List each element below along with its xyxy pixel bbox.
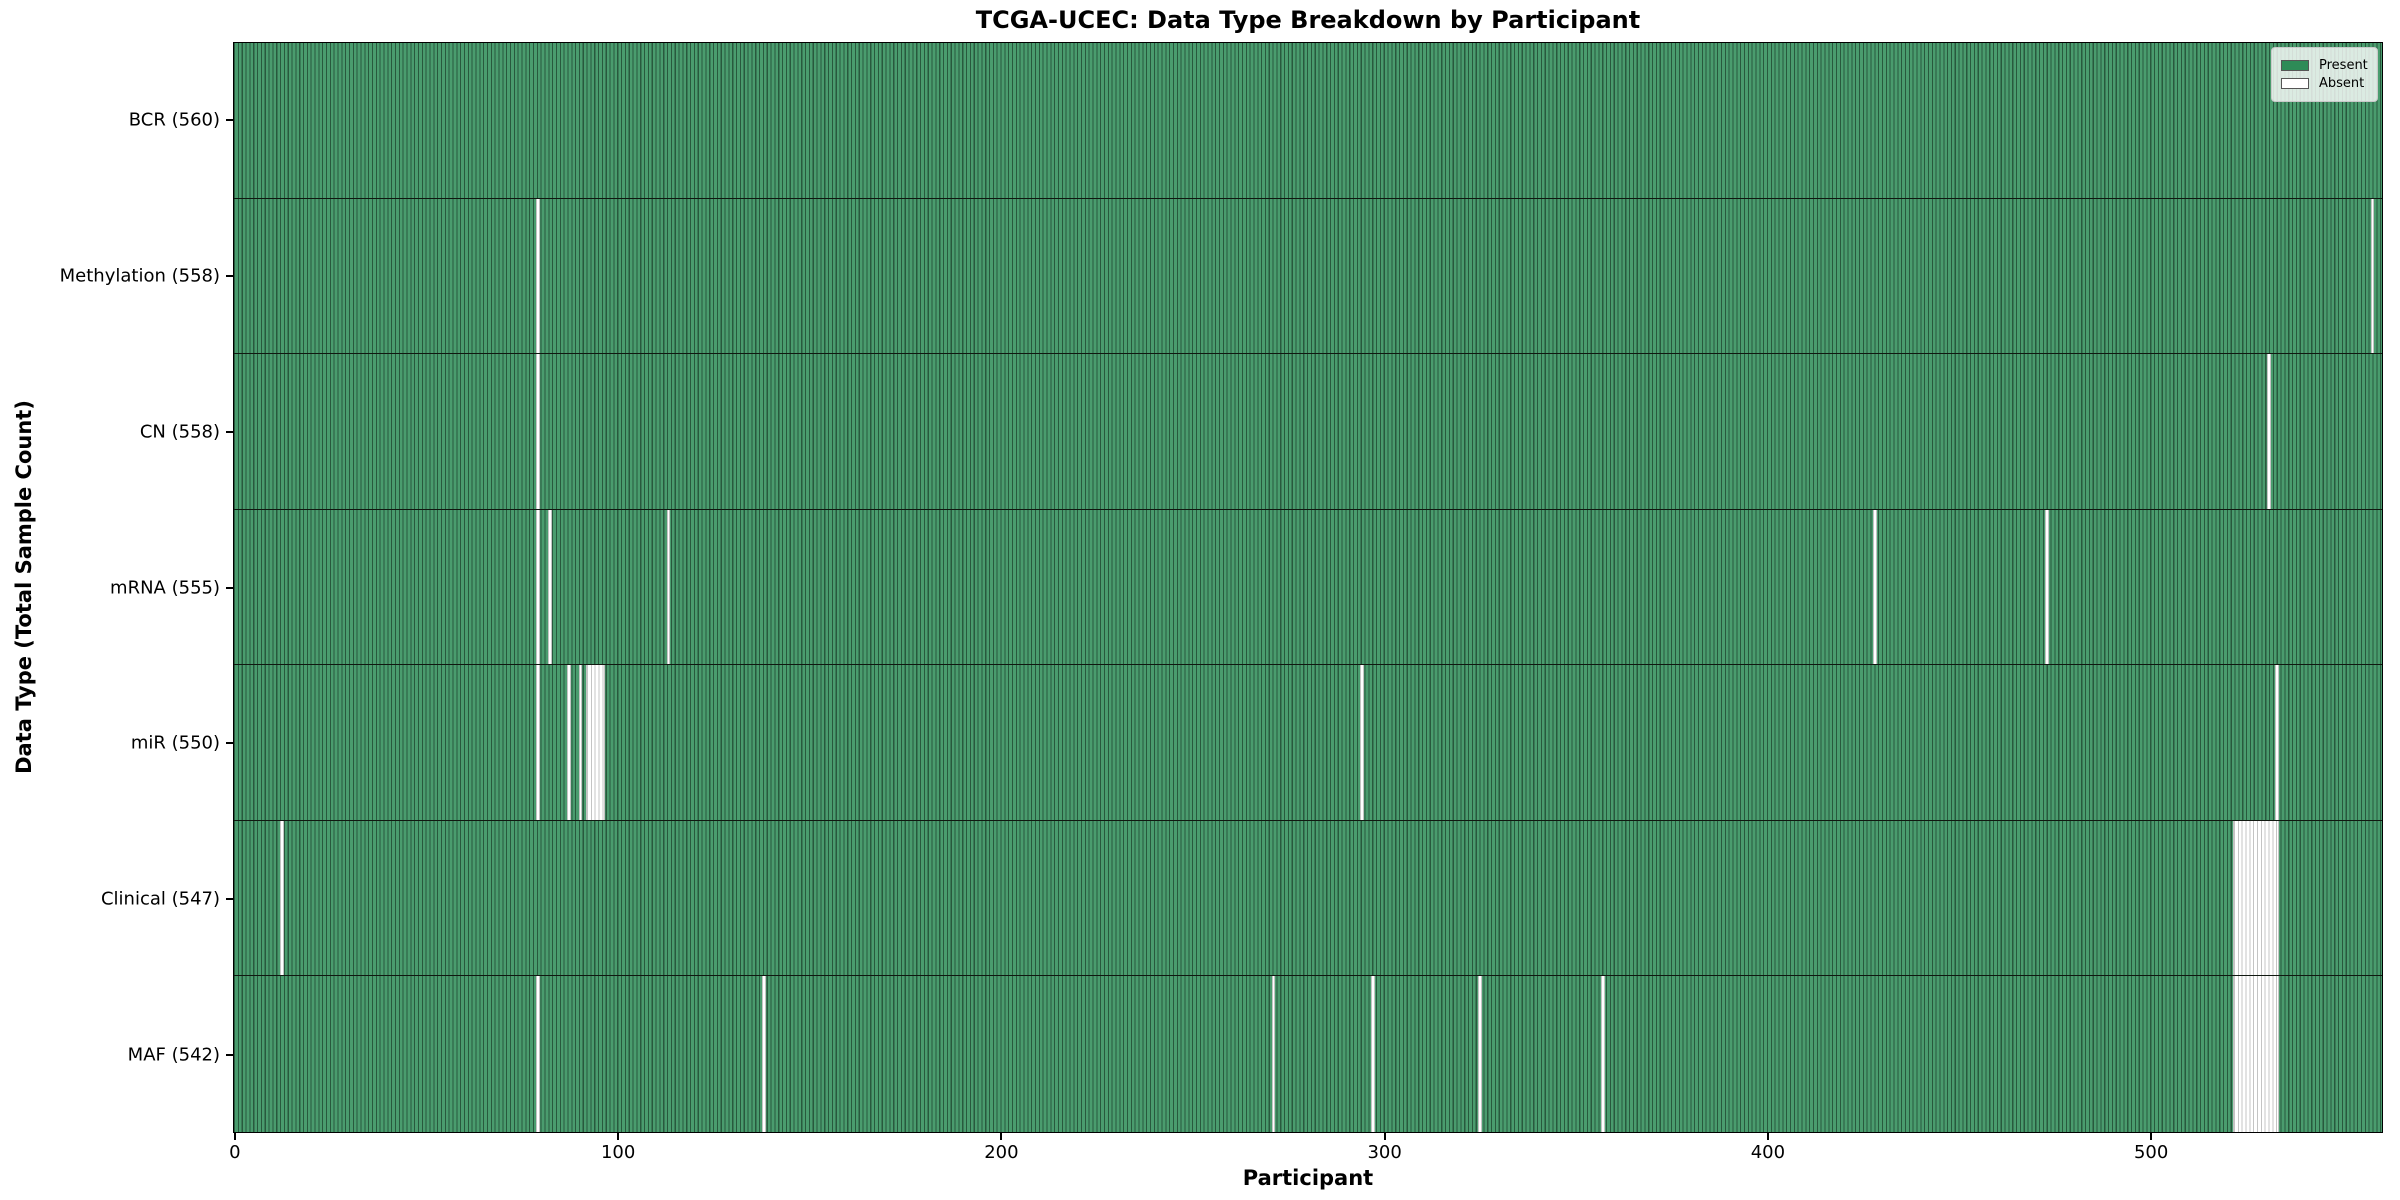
row-mrna-555 [234,509,2382,666]
y-tick-mark [226,586,233,589]
absent-gap [578,665,583,820]
absent-gap [1600,976,1605,1132]
legend-swatch-present-icon [2281,60,2309,71]
absent-gap [536,354,541,509]
absent-gap [1872,509,1877,665]
y-tick-marks [226,42,233,1133]
x-tick-label-100: 100 [600,1142,636,1163]
x-tick-mark [617,1133,620,1140]
legend: Present Absent [2271,47,2378,102]
plot-area [233,42,2383,1133]
absent-gap [2045,509,2049,665]
x-tick-mark [1383,1133,1386,1140]
x-tick-label-0: 0 [229,1142,241,1163]
row-maf-542 [234,976,2382,1132]
absent-gap [547,509,552,665]
x-tick-label-400: 400 [1750,1142,1786,1163]
x-tick-mark [1000,1133,1003,1140]
x-tick-labels: 0 100 200 300 400 500 [229,1133,2383,1178]
legend-swatch-absent-icon [2281,78,2309,89]
row-clinical-547 [234,820,2382,977]
absent-gap [536,665,541,820]
absent-gap [762,976,767,1132]
absent-gap [2232,976,2279,1132]
x-tick-mark [1766,1133,1769,1140]
absent-gap [567,665,571,820]
absent-gap [586,665,606,820]
absent-gap [536,976,541,1132]
absent-gap [1271,976,1276,1132]
chart-title: TCGA-UCEC: Data Type Breakdown by Partic… [975,6,1641,34]
absent-gap [2274,665,2279,820]
absent-gap [279,820,284,976]
y-tick-label-maf-542: MAF (542) [127,1044,220,1066]
y-tick-label-clinical-547: Clinical (547) [100,888,220,910]
absent-gap [2267,354,2271,509]
x-tick-label-300: 300 [1367,1142,1402,1163]
absent-gap [1478,976,1483,1132]
x-tick-label-200: 200 [984,1142,1019,1163]
absent-gap [2232,820,2279,976]
y-tick-labels: BCR (560) Methylation (558) CN (558) mRNA (… [0,42,220,1133]
absent-gap [666,509,671,665]
absent-gap [1359,665,1364,820]
y-tick-mark [226,742,233,745]
y-tick-label-mir-550: miR (550) [130,732,220,754]
absent-gap [536,198,541,354]
y-tick-label-cn-558: CN (558) [139,421,220,443]
x-tick-label-500: 500 [2133,1142,2169,1163]
row-cn-558 [234,354,2382,510]
absent-gap [2370,198,2375,354]
y-tick-label-methylation-558: Methylation (558) [59,265,220,287]
y-tick-mark [226,118,233,121]
absent-gap [1371,976,1375,1132]
legend-item-present: Present [2281,58,2368,73]
row-mir-550 [234,665,2382,821]
row-bcr-560 [234,43,2382,199]
legend-label-absent: Absent [2319,76,2365,91]
legend-label-present: Present [2319,58,2368,73]
y-tick-label-mrna-555: mRNA (555) [110,577,220,598]
row-methylation-558 [234,198,2382,355]
x-tick-mark [2150,1133,2153,1140]
y-tick-label-bcr-560: BCR (560) [128,109,220,131]
legend-item-absent: Absent [2281,76,2368,91]
y-tick-mark [226,898,233,901]
absent-gap [536,509,541,665]
y-tick-mark [226,1054,233,1057]
x-tick-mark [233,1133,236,1140]
y-tick-mark [226,274,233,277]
x-axis-label: Participant [1242,1166,1374,1190]
y-tick-mark [226,430,233,433]
